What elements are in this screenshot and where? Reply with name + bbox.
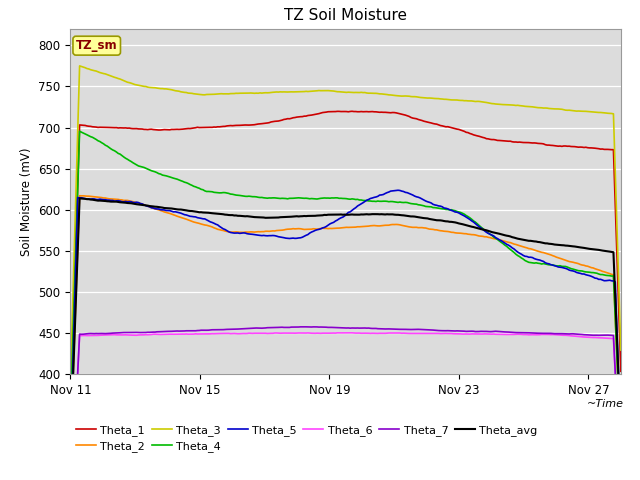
Theta_3: [394, 93, 402, 99]
Theta_5: [68, 384, 76, 390]
Theta_2: [67, 446, 74, 452]
Theta_5: [67, 447, 74, 453]
Theta_avg: [532, 239, 540, 244]
Theta_1: [394, 110, 402, 116]
Theta_avg: [67, 448, 74, 454]
Theta_3: [396, 93, 404, 99]
Theta_7: [405, 326, 413, 332]
Theta_4: [67, 413, 74, 419]
Theta_1: [532, 140, 540, 146]
Theta_4: [405, 200, 413, 206]
Theta_1: [67, 411, 74, 417]
Theta_5: [394, 187, 402, 193]
Theta_avg: [68, 397, 76, 403]
Theta_3: [532, 105, 540, 110]
Theta_1: [68, 353, 76, 359]
Theta_7: [567, 331, 575, 336]
Theta_6: [396, 330, 404, 336]
Theta_3: [67, 381, 74, 387]
Theta_3: [567, 108, 575, 113]
Title: TZ Soil Moisture: TZ Soil Moisture: [284, 9, 407, 24]
Theta_6: [394, 330, 402, 336]
Line: Theta_7: Theta_7: [70, 327, 621, 480]
Theta_6: [405, 331, 413, 336]
Theta_avg: [76, 195, 83, 201]
Theta_1: [396, 111, 404, 117]
Theta_2: [567, 259, 575, 265]
Theta_6: [567, 333, 575, 339]
Theta_3: [76, 63, 83, 69]
Theta_4: [68, 356, 76, 362]
Theta_2: [394, 222, 402, 228]
Y-axis label: Soil Moisture (mV): Soil Moisture (mV): [20, 147, 33, 256]
Theta_1: [348, 108, 356, 114]
Line: Theta_3: Theta_3: [70, 66, 621, 384]
Theta_7: [298, 324, 306, 330]
Theta_5: [392, 187, 400, 193]
Theta_2: [532, 248, 540, 253]
Theta_2: [617, 444, 625, 450]
Theta_7: [394, 326, 402, 332]
Theta_6: [532, 332, 540, 337]
Theta_avg: [405, 213, 413, 219]
Theta_7: [68, 479, 76, 480]
Theta_1: [617, 368, 625, 374]
Theta_2: [396, 222, 404, 228]
Line: Theta_2: Theta_2: [70, 196, 621, 449]
Theta_5: [405, 191, 413, 196]
Theta_1: [567, 144, 575, 149]
Line: Theta_6: Theta_6: [70, 333, 621, 480]
Line: Theta_4: Theta_4: [70, 131, 621, 447]
Theta_4: [76, 128, 83, 134]
Theta_2: [405, 224, 413, 230]
Theta_5: [617, 437, 625, 443]
Line: Theta_5: Theta_5: [70, 190, 621, 450]
Theta_6: [335, 330, 343, 336]
Theta_7: [532, 330, 540, 336]
Theta_3: [617, 347, 625, 353]
Theta_5: [396, 188, 404, 193]
Theta_2: [76, 193, 83, 199]
Theta_7: [396, 326, 404, 332]
Theta_4: [617, 444, 625, 450]
Theta_5: [532, 256, 540, 262]
Line: Theta_1: Theta_1: [70, 111, 621, 414]
Theta_avg: [617, 430, 625, 436]
Text: TZ_sm: TZ_sm: [76, 39, 118, 52]
Theta_5: [567, 268, 575, 274]
Theta_4: [532, 260, 540, 266]
Theta_3: [68, 317, 76, 323]
Line: Theta_avg: Theta_avg: [70, 198, 621, 451]
Theta_3: [405, 93, 413, 99]
Theta_avg: [394, 212, 402, 217]
Theta_4: [396, 199, 404, 205]
Theta_4: [567, 266, 575, 272]
Legend: Theta_1, Theta_2, Theta_3, Theta_4, Theta_5, Theta_6, Theta_7, Theta_avg: Theta_1, Theta_2, Theta_3, Theta_4, Thet…: [76, 425, 538, 452]
Text: ~Time: ~Time: [587, 399, 623, 409]
Theta_avg: [567, 243, 575, 249]
Theta_2: [68, 396, 76, 402]
Theta_1: [405, 114, 413, 120]
Theta_avg: [396, 212, 404, 218]
Theta_4: [394, 200, 402, 205]
